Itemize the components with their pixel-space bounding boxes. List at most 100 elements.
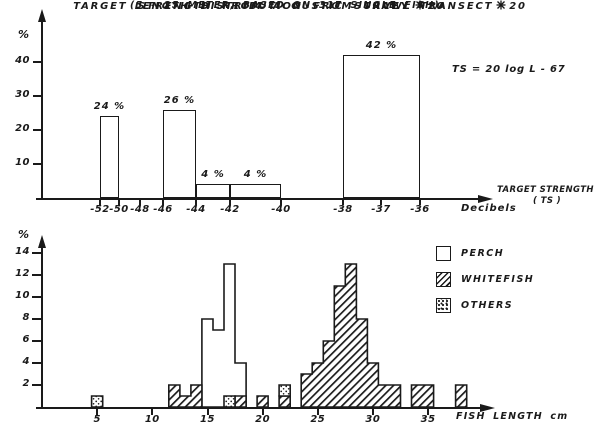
top-y-axis-arrow	[38, 9, 46, 22]
top-x-tick-label: -52	[90, 204, 110, 215]
top-x-tick	[342, 200, 344, 205]
legend-item-others: OTHERS	[436, 298, 513, 313]
bottom-x-tick-label: 20	[255, 414, 271, 425]
whitefish-bars	[278, 395, 291, 408]
ts-equation: TS = 20 log L - 67	[452, 64, 566, 75]
top-chart-title: TARGET STRENGTH FROM ACOUSTIC SURVEY TRA…	[0, 0, 600, 12]
bottom-y-tick	[32, 296, 42, 298]
top-x-tick	[139, 200, 141, 205]
bottom-x-tick-label: 35	[420, 414, 436, 425]
top-x-axis-units: Decibels	[461, 203, 517, 214]
number-mark-icon	[496, 0, 506, 10]
bottom-x-tick	[96, 409, 99, 415]
top-y-tick-label: 40	[15, 55, 30, 66]
bar-value-label: 26 %	[163, 94, 196, 106]
bottom-x-tick-label: 5	[93, 414, 101, 425]
bottom-x-axis-arrow	[480, 404, 495, 412]
bar-value-label: 24 %	[93, 101, 126, 113]
bottom-x-tick-label: 10	[144, 414, 160, 425]
others-bars	[278, 384, 291, 397]
others-bars	[223, 395, 236, 408]
bottom-y-tick-label: 2	[22, 378, 30, 389]
whitefish-bars	[168, 384, 203, 408]
top-y-axis-unit: %	[18, 28, 30, 41]
bottom-y-axis-arrow	[38, 235, 46, 248]
top-chart-title-number: 20	[509, 1, 527, 12]
others-bars	[90, 395, 104, 408]
bottom-y-tick	[32, 252, 42, 254]
legend-label-whitefish: WHITEFISH	[461, 274, 535, 285]
bottom-y-tick-label: 4	[22, 356, 30, 367]
others-swatch	[436, 298, 451, 313]
bottom-y-tick	[32, 362, 42, 364]
bottom-x-tick	[206, 409, 209, 415]
top-x-tick-label: -50	[109, 204, 129, 215]
bottom-y-tick-label: 6	[22, 334, 30, 345]
top-x-tick	[380, 200, 382, 205]
bottom-y-axis-unit: %	[18, 228, 30, 241]
bottom-y-tick-label: 14	[15, 246, 30, 257]
top-y-tick	[33, 61, 42, 63]
bottom-x-tick-label: 25	[310, 414, 326, 425]
target-strength-bar	[230, 184, 281, 198]
target-strength-bar	[343, 55, 420, 198]
bottom-x-axis-label: FISH LENGTH cm	[456, 411, 569, 422]
bottom-y-tick-label: 12	[15, 268, 30, 279]
bottom-y-tick	[32, 274, 42, 276]
top-x-tick-label: -48	[130, 204, 150, 215]
bottom-chart-title-number: 20	[427, 1, 446, 12]
top-x-axis-line	[36, 198, 478, 200]
whitefish-swatch	[436, 272, 451, 287]
top-x-tick	[162, 200, 164, 205]
bottom-y-tick-label: 8	[22, 312, 30, 323]
top-x-axis-label-line1: TARGET STRENGTH	[497, 185, 594, 195]
bottom-x-axis-line	[36, 407, 480, 409]
top-x-tick-label: -44	[186, 204, 206, 215]
bottom-y-axis-line	[41, 246, 43, 409]
top-x-axis-arrow	[478, 195, 493, 203]
top-x-tick	[419, 200, 421, 205]
whitefish-bars	[410, 384, 435, 408]
top-x-tick	[99, 200, 101, 205]
top-chart-subtitle: (5 - 25 METER, BASED ON 317 SINGLE FISH)	[129, 0, 441, 11]
bar-value-label: 42 %	[365, 40, 398, 52]
bottom-y-tick	[32, 340, 42, 342]
legend-item-whitefish: WHITEFISH	[436, 272, 534, 287]
top-x-tick-label: -36	[410, 204, 430, 215]
target-strength-bar	[163, 109, 196, 198]
whitefish-bars	[234, 395, 247, 408]
bottom-chart-title: LENGTH DISTRIBUTION FROM TRAWL 20	[0, 0, 580, 12]
whitefish-bars	[300, 263, 402, 408]
bottom-x-tick-label: 15	[200, 414, 215, 425]
top-x-tick-label: -42	[220, 204, 240, 215]
top-x-tick-label: -38	[333, 204, 353, 215]
bottom-y-tick	[32, 318, 42, 320]
top-chart-title-text: TARGET STRENGTH FROM ACOUSTIC SURVEY TRA…	[73, 1, 494, 12]
bottom-x-tick	[151, 409, 154, 415]
legend-label-perch: PERCH	[461, 248, 505, 259]
bar-value-label: 4 %	[243, 169, 268, 181]
top-y-tick	[33, 95, 42, 97]
bottom-chart-title-text: LENGTH DISTRIBUTION FROM TRAWL	[134, 1, 412, 12]
perch-swatch	[436, 246, 451, 261]
top-x-tick-label: -46	[153, 204, 173, 215]
bottom-x-tick	[427, 409, 430, 415]
bottom-y-tick-label: 10	[15, 290, 30, 301]
top-y-tick-label: 10	[15, 157, 30, 168]
target-strength-bar	[100, 116, 119, 198]
top-x-tick	[280, 200, 282, 205]
top-y-tick	[33, 163, 42, 165]
whitefish-bars	[256, 395, 269, 408]
bottom-y-tick	[32, 384, 42, 386]
top-y-axis-line	[41, 20, 43, 200]
bottom-x-tick	[261, 409, 264, 415]
target-strength-bar	[196, 184, 230, 198]
top-x-tick	[229, 200, 231, 205]
top-x-tick-label: -37	[371, 204, 391, 215]
top-y-tick	[33, 129, 42, 131]
bar-value-label: 4 %	[201, 169, 225, 181]
number-mark-icon	[415, 0, 425, 10]
top-y-tick-label: 20	[15, 123, 30, 134]
top-x-tick-label: -40	[271, 204, 291, 215]
